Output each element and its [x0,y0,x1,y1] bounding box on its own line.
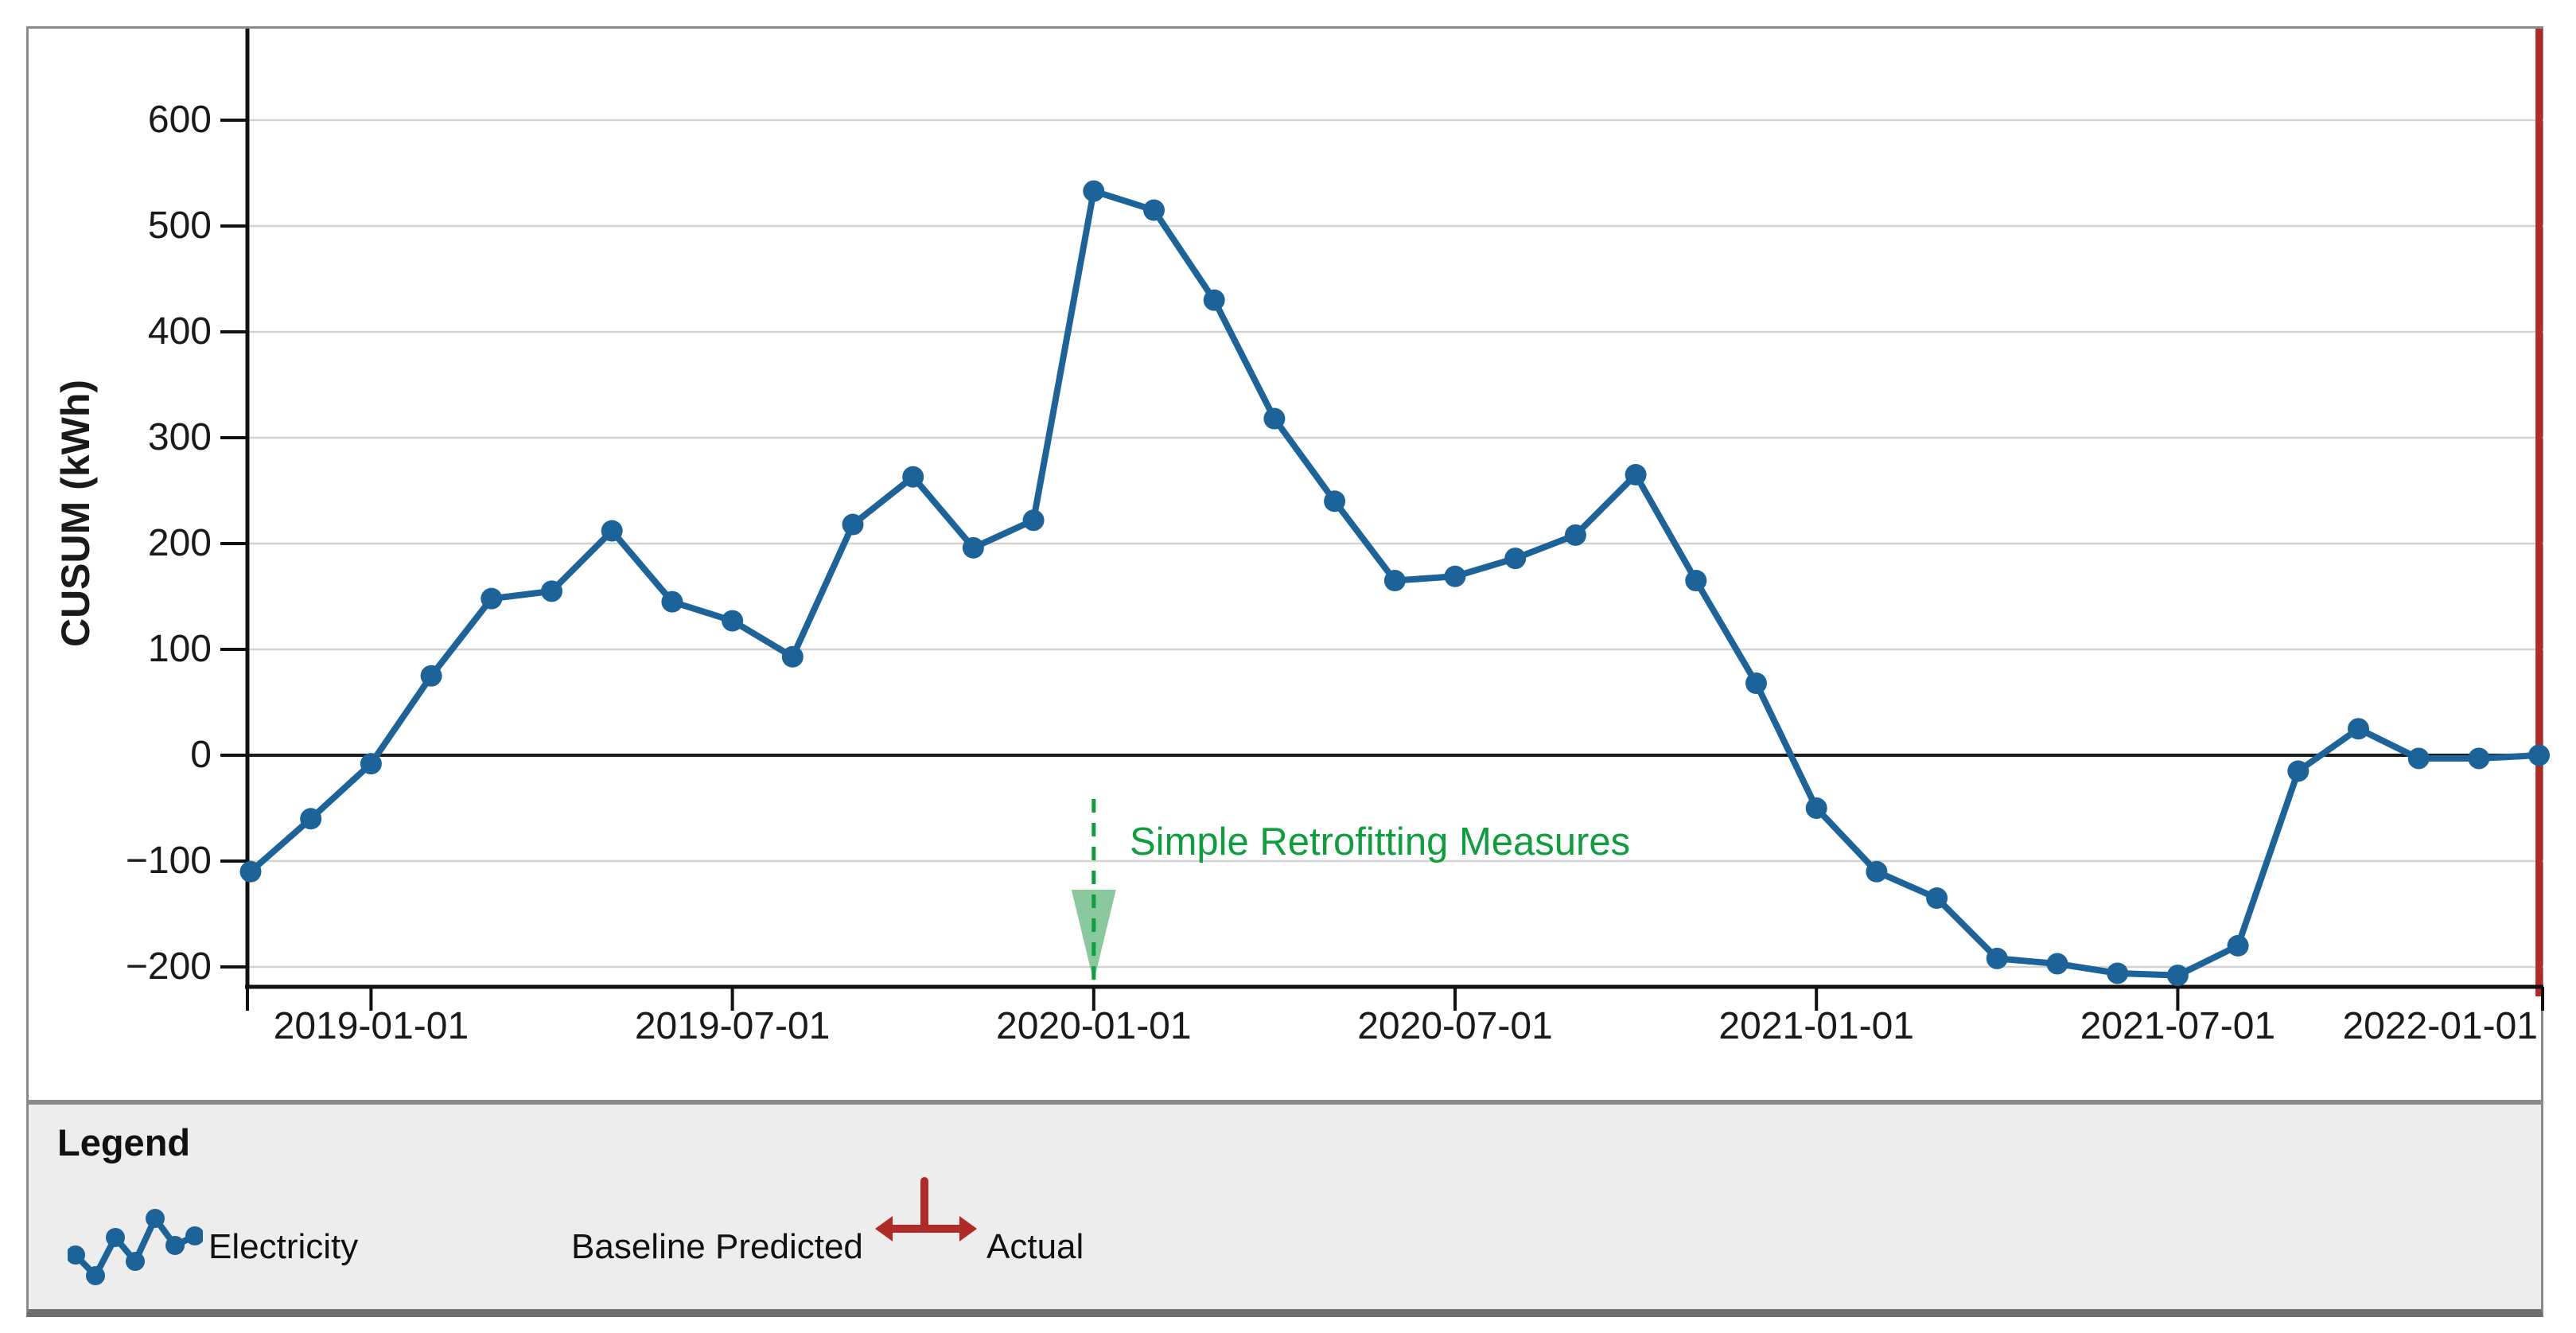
legend-item-electricity: Electricity [208,1227,359,1266]
legend-item-baseline-predicted: Baseline Predicted [571,1227,863,1266]
baseline-actual-divider-icon [875,1177,977,1241]
annotation-label: Simple Retrofitting Measures [1130,820,1631,863]
legend-item-actual: Actual [986,1227,1084,1266]
legend-title: Legend [57,1121,191,1163]
y-axis-title: CUSUM (kWh) [53,379,98,648]
chart-plot-area [26,26,2543,1102]
line-series-icon [68,1209,203,1285]
legend-panel [26,1102,2543,1317]
